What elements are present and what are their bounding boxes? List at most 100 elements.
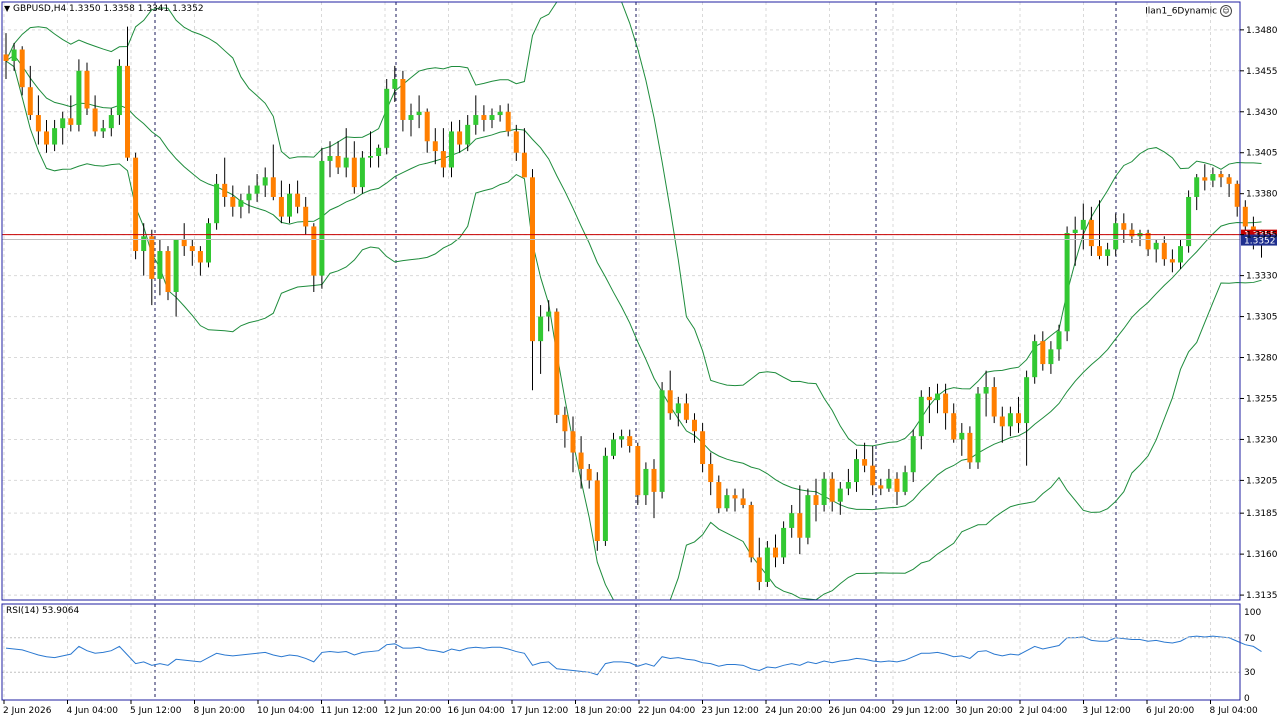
candle-body bbox=[570, 431, 576, 453]
candle bbox=[530, 169, 535, 391]
candle-body bbox=[1048, 349, 1054, 365]
candle-body bbox=[700, 431, 706, 465]
x-tick-label: 29 Jun 12:00 bbox=[892, 706, 949, 716]
candle-body bbox=[1242, 206, 1248, 227]
candle bbox=[789, 504, 795, 538]
candle bbox=[173, 239, 179, 317]
candle bbox=[513, 124, 519, 161]
candle bbox=[692, 413, 697, 443]
dropdown-triangle-icon[interactable]: ▼ bbox=[4, 4, 11, 13]
candle bbox=[700, 423, 706, 473]
candle bbox=[52, 119, 58, 152]
candle bbox=[84, 62, 90, 116]
candle bbox=[627, 429, 633, 453]
candle-body bbox=[125, 65, 130, 158]
candle-body bbox=[1056, 331, 1062, 350]
candle-body bbox=[189, 246, 195, 252]
candle-body bbox=[400, 79, 406, 120]
candle bbox=[813, 478, 819, 522]
candle bbox=[270, 144, 276, 201]
candle-body bbox=[44, 131, 49, 145]
candle-body bbox=[764, 547, 770, 582]
candle bbox=[764, 541, 770, 587]
candle bbox=[481, 105, 487, 132]
candle-body bbox=[60, 118, 66, 129]
rsi-layer bbox=[2, 635, 1262, 676]
candle-body bbox=[894, 478, 900, 492]
candle-body bbox=[1007, 413, 1013, 427]
candle bbox=[708, 452, 714, 496]
candle-body bbox=[943, 393, 949, 414]
candle-body bbox=[35, 115, 41, 132]
candle bbox=[505, 103, 511, 137]
candle-body bbox=[627, 436, 633, 446]
candle-body bbox=[181, 239, 187, 247]
indicator-name: Ilan1_6Dynamic bbox=[1145, 6, 1218, 17]
candle-body bbox=[692, 419, 697, 432]
candle bbox=[449, 121, 454, 178]
candle bbox=[1161, 236, 1167, 266]
candle bbox=[1186, 190, 1192, 253]
candle bbox=[368, 131, 373, 168]
candle-body bbox=[206, 223, 211, 263]
x-tick-label: 2 Jun 2026 bbox=[3, 706, 52, 716]
candle bbox=[108, 108, 114, 137]
candle bbox=[943, 383, 949, 430]
candle bbox=[76, 59, 82, 132]
candle bbox=[870, 445, 876, 496]
candle-body bbox=[513, 131, 519, 153]
y-tick-label: 1.3405 bbox=[1246, 149, 1278, 159]
rsi-tick-label: 30 bbox=[1244, 668, 1256, 678]
price-pane-frame bbox=[1, 1, 1241, 601]
candle-body bbox=[11, 49, 17, 61]
candle bbox=[675, 396, 681, 427]
candle bbox=[683, 393, 689, 424]
candle-body bbox=[789, 513, 795, 528]
candle-body bbox=[1186, 196, 1192, 247]
candle bbox=[773, 534, 778, 568]
candle bbox=[854, 449, 859, 492]
candle-body bbox=[724, 495, 730, 509]
x-tick-label: 6 Jul 20:00 bbox=[1146, 706, 1195, 716]
current-price-label-bg bbox=[1241, 234, 1277, 246]
candle bbox=[1088, 206, 1094, 256]
y-tick-label: 1.3430 bbox=[1246, 108, 1278, 118]
candle-body bbox=[473, 115, 479, 125]
candle-body bbox=[440, 151, 446, 168]
candle-body bbox=[1097, 246, 1102, 256]
y-tick-label: 1.3255 bbox=[1246, 394, 1278, 404]
candle-body bbox=[497, 111, 503, 116]
candle-body bbox=[384, 88, 390, 148]
candle-body bbox=[748, 504, 754, 558]
candle-body bbox=[1234, 183, 1240, 207]
candle-body bbox=[959, 432, 965, 440]
current-price-label: 1.3352 bbox=[1244, 237, 1276, 247]
x-tick-label: 8 Jul 04:00 bbox=[1210, 706, 1259, 716]
candle-body bbox=[886, 478, 892, 489]
candle-body bbox=[1169, 259, 1175, 263]
candle-body bbox=[1113, 223, 1119, 250]
candle bbox=[602, 447, 608, 546]
candle bbox=[319, 147, 325, 289]
candle bbox=[1056, 324, 1062, 361]
candle bbox=[384, 79, 390, 155]
candle-body bbox=[52, 128, 58, 145]
candle-body bbox=[457, 131, 463, 145]
candle-body bbox=[1121, 223, 1127, 230]
candle bbox=[343, 128, 349, 178]
candle-body bbox=[92, 108, 98, 132]
candle bbox=[116, 59, 122, 125]
candle-body bbox=[238, 200, 244, 207]
candle bbox=[92, 95, 98, 137]
candle bbox=[594, 472, 600, 551]
candle bbox=[1194, 174, 1200, 211]
candle-body bbox=[821, 478, 827, 505]
candlestick-layer bbox=[3, 26, 1264, 591]
y-tick-label: 1.3305 bbox=[1246, 313, 1278, 323]
candle-body bbox=[975, 393, 981, 463]
candle-body bbox=[27, 87, 33, 116]
candle-body bbox=[538, 316, 544, 342]
x-tick-label: 18 Jun 20:00 bbox=[575, 706, 632, 716]
candle-body bbox=[878, 485, 884, 489]
